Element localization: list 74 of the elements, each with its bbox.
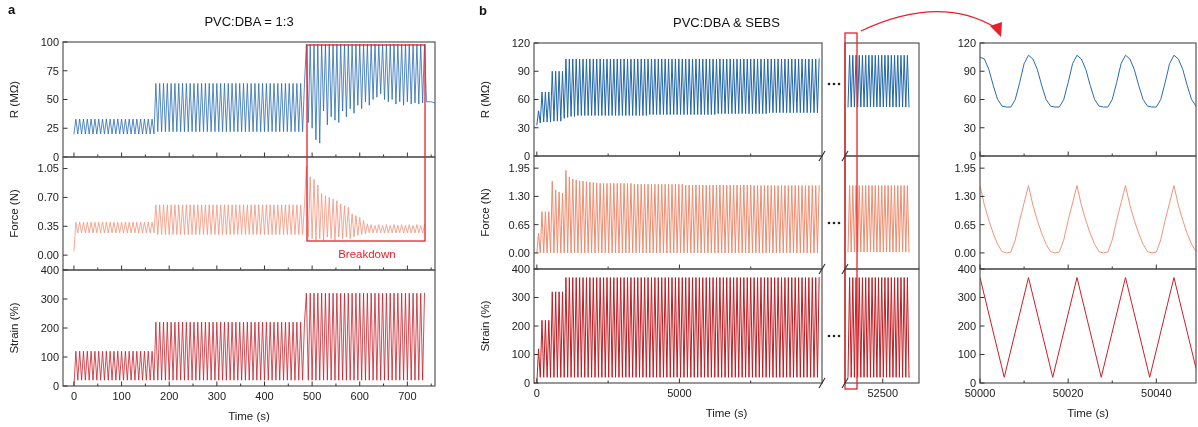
x-tick-label: 600 bbox=[350, 390, 369, 402]
y-tick-label: 120 bbox=[957, 36, 976, 49]
y-tick-label: 0.00 bbox=[954, 246, 976, 259]
chart-title: PVC:DBA & SEBS bbox=[673, 15, 781, 30]
y-tick-label: 0.00 bbox=[37, 249, 59, 261]
y-tick-label: 1.95 bbox=[508, 162, 530, 175]
x-tick-label: 200 bbox=[160, 390, 179, 402]
y-tick-label: 400 bbox=[511, 262, 530, 275]
y-tick-label: 100 bbox=[40, 350, 59, 363]
y-axis-title: Force (N) bbox=[8, 189, 20, 238]
y-axis-title: Strain (%) bbox=[479, 300, 491, 352]
y-tick-label: 100 bbox=[511, 348, 530, 361]
chart-title: PVC:DBA = 1:3 bbox=[204, 14, 294, 29]
y-axis-title: R (MΩ) bbox=[8, 80, 20, 119]
x-tick-label: 100 bbox=[112, 390, 131, 402]
y-tick-label: 300 bbox=[511, 291, 530, 304]
y-tick-label: 30 bbox=[517, 121, 530, 134]
x-axis-title: Time (s) bbox=[228, 410, 271, 422]
line-series bbox=[980, 54, 1196, 108]
y-tick-label: 25 bbox=[46, 122, 59, 135]
y-tick-label: 90 bbox=[963, 65, 976, 78]
x-tick-label: 0 bbox=[533, 387, 540, 399]
y-tick-label: 0.70 bbox=[37, 191, 59, 204]
line-series bbox=[73, 43, 435, 144]
y-tick-label: 0 bbox=[523, 149, 530, 162]
y-tick-label: 90 bbox=[517, 65, 530, 78]
y-tick-label: 100 bbox=[957, 348, 976, 361]
x-tick-label: 700 bbox=[398, 390, 417, 402]
y-tick-label: 75 bbox=[46, 64, 59, 77]
y-tick-label: 120 bbox=[511, 36, 530, 49]
y-tick-label: 200 bbox=[511, 319, 530, 332]
text: a bbox=[8, 2, 16, 17]
y-tick-label: 1.05 bbox=[37, 162, 59, 175]
y-tick-label: 1.95 bbox=[954, 162, 976, 175]
y-tick-label: 0 bbox=[969, 376, 976, 389]
y-tick-label: 0.00 bbox=[508, 246, 530, 259]
y-tick-label: 60 bbox=[517, 93, 530, 106]
y-tick-label: 100 bbox=[40, 35, 59, 48]
x-tick-label: 0 bbox=[70, 390, 78, 402]
y-tick-label: 200 bbox=[40, 321, 59, 334]
x-tick-label: 50020 bbox=[1052, 387, 1084, 399]
y-tick-label: 1.30 bbox=[954, 190, 976, 203]
line-series bbox=[536, 169, 820, 254]
y-tick-label: 300 bbox=[957, 291, 976, 304]
y-tick-label: 30 bbox=[963, 121, 976, 134]
y-axis-title: R (MΩ) bbox=[479, 80, 491, 119]
y-tick-label: 200 bbox=[957, 319, 976, 332]
x-tick-label: 400 bbox=[255, 390, 274, 402]
x-tick-label: 50000 bbox=[964, 387, 996, 399]
x-tick-label: 300 bbox=[207, 390, 227, 402]
y-tick-label: 0 bbox=[52, 150, 59, 163]
x-axis-title: Time (s) bbox=[1067, 407, 1110, 419]
text: 52500 bbox=[867, 387, 899, 399]
y-tick-label: 60 bbox=[963, 93, 976, 106]
y-tick-label: 1.30 bbox=[508, 190, 530, 203]
line-series bbox=[980, 185, 1196, 254]
x-axis-title: Time (s) bbox=[705, 407, 748, 419]
x-tick-label: 500 bbox=[302, 390, 322, 402]
y-tick-label: 0 bbox=[969, 149, 976, 162]
y-tick-label: 0 bbox=[523, 376, 530, 389]
y-axis-title: Force (N) bbox=[479, 188, 491, 237]
y-tick-label: 300 bbox=[40, 292, 59, 305]
y-axis-title: Strain (%) bbox=[8, 302, 20, 354]
annotation: Breakdown bbox=[338, 248, 396, 261]
x-tick-label: 5000 bbox=[667, 387, 692, 399]
y-tick-label: 0.65 bbox=[508, 218, 530, 231]
x-tick-label: 50040 bbox=[1141, 387, 1172, 399]
y-tick-label: 0.65 bbox=[954, 218, 976, 231]
text: b bbox=[479, 3, 487, 18]
y-tick-label: 400 bbox=[40, 263, 59, 276]
y-tick-label: 400 bbox=[957, 262, 976, 275]
y-tick-label: 0.35 bbox=[37, 220, 59, 233]
line-series bbox=[536, 58, 820, 126]
y-tick-label: 50 bbox=[46, 93, 59, 106]
